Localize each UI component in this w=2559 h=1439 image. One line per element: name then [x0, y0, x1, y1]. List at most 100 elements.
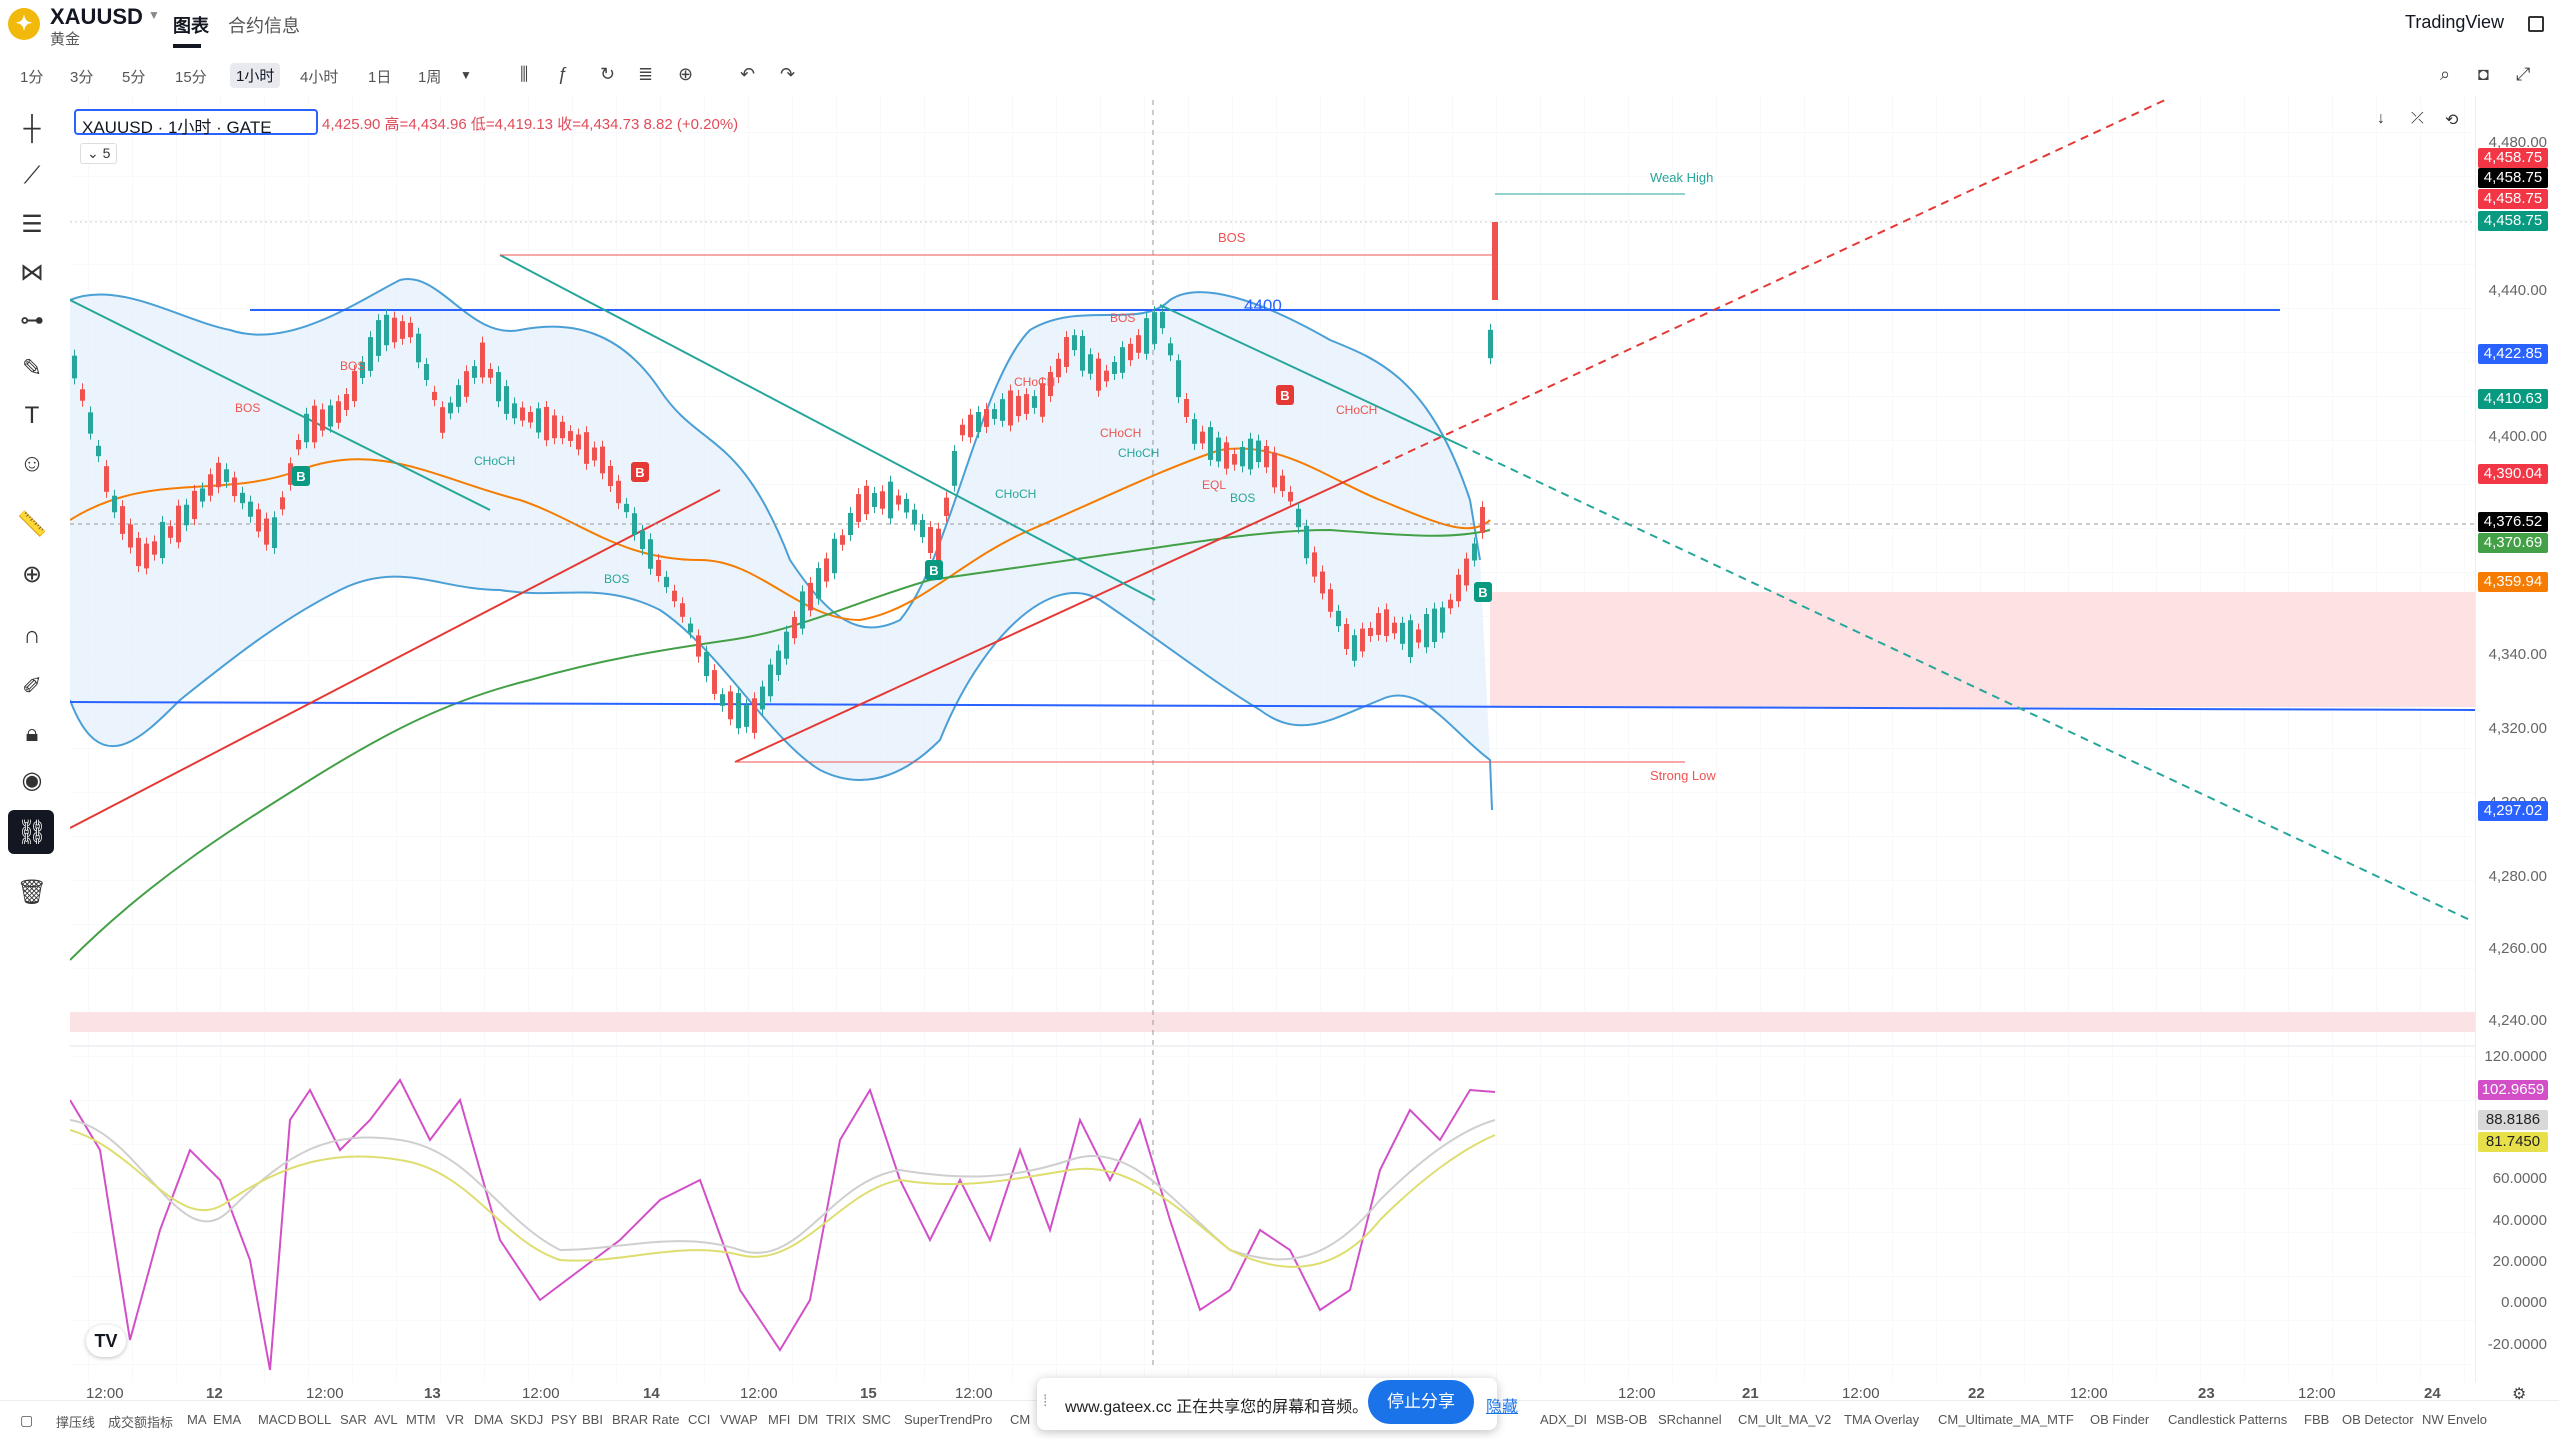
camera-icon[interactable]: ◘ — [2478, 64, 2489, 84]
indicator-item[interactable]: TRIX — [826, 1412, 856, 1427]
indicator-item[interactable]: MTM — [406, 1412, 436, 1427]
pattern-icon[interactable]: ⋈ — [20, 259, 44, 286]
chevron-down-icon[interactable]: ▼ — [148, 8, 160, 22]
indicators-icon[interactable]: ƒ — [558, 64, 569, 84]
price-scale[interactable] — [2475, 96, 2559, 1382]
indicator-item[interactable]: MACD — [258, 1412, 297, 1427]
ruler-icon[interactable]: 📏 — [17, 511, 47, 538]
eye-icon[interactable]: ◉ — [21, 767, 43, 794]
drag-handle-icon[interactable]: ⁞ — [1043, 1393, 1048, 1410]
indicator-item[interactable]: 撑压线 — [56, 1415, 96, 1430]
indicator-item[interactable]: EMA — [213, 1412, 242, 1427]
buy-marker-green[interactable]: B — [292, 466, 310, 486]
calendar-icon[interactable]: ▢ — [20, 1412, 34, 1428]
indicator-item[interactable]: 成交额指标 — [108, 1415, 174, 1430]
stop-share-button[interactable]: 停止分享 — [1368, 1380, 1474, 1424]
buy-marker-red[interactable]: B — [631, 462, 649, 482]
indicator-item[interactable]: MA — [187, 1412, 207, 1427]
forecast-icon[interactable]: ⊶ — [20, 307, 44, 334]
templates-icon[interactable]: ≣ — [638, 64, 654, 84]
indicator-item[interactable]: BBI — [582, 1412, 603, 1427]
green-trendline-2[interactable] — [499, 254, 1156, 601]
buy-marker-green[interactable]: B — [925, 560, 943, 580]
timeframe-5m[interactable]: 5分 — [122, 69, 146, 86]
indicator-item[interactable]: FBB — [2304, 1412, 2330, 1427]
red-trendline-ext[interactable] — [1369, 99, 2166, 471]
chevron-down-icon[interactable]: ▼ — [460, 68, 472, 82]
undo-icon[interactable]: ↶ — [740, 64, 756, 84]
hide-share-link[interactable]: 隐藏 — [1486, 1399, 1519, 1416]
trendline-icon[interactable]: ⟋ — [23, 162, 41, 189]
indicator-item[interactable]: VWAP — [720, 1412, 758, 1427]
tab-contract-info[interactable]: 合约信息 — [228, 16, 300, 36]
timeframe-1h[interactable]: 1小时 — [230, 63, 281, 88]
green-trendline-ext[interactable] — [1459, 444, 2471, 921]
indicator-item[interactable]: CM_Ult_MA_V2 — [1738, 1412, 1832, 1427]
arrow-down-icon[interactable]: ↓ — [2377, 110, 2385, 127]
indicator-item[interactable]: BOLL — [298, 1412, 332, 1427]
zoom-icon[interactable]: ⊕ — [21, 561, 43, 588]
indicator-item[interactable]: ADX_DI — [1540, 1412, 1587, 1427]
candle-type-icon[interactable]: ⫼ — [520, 64, 529, 84]
symbol-title[interactable]: XAUUSD — [50, 4, 143, 29]
indicator-item[interactable]: MSB-OB — [1596, 1412, 1648, 1427]
settings-icon[interactable]: ⚙ — [2512, 1386, 2527, 1403]
timeframe-4h[interactable]: 4小时 — [300, 69, 339, 86]
brush-icon[interactable]: ✎ — [21, 355, 43, 382]
trash-icon[interactable]: 🗑︎ — [16, 879, 48, 906]
link-tool-selected[interactable] — [8, 810, 54, 854]
lock-drawing-icon[interactable]: ✐ — [21, 673, 43, 700]
red-trendline-1[interactable] — [70, 489, 721, 829]
indicator-item[interactable]: SMC — [862, 1412, 891, 1427]
indicator-item[interactable]: OB Finder — [2090, 1412, 2150, 1427]
timeframe-1d[interactable]: 1日 — [368, 69, 392, 86]
indicator-item[interactable]: Rate — [652, 1412, 680, 1427]
expand-icon[interactable]: ⤢ — [2516, 64, 2531, 84]
text-icon[interactable]: T — [24, 402, 40, 429]
timeframe-1m[interactable]: 1分 — [20, 69, 44, 86]
lock-icon[interactable]: 🔒︎ — [25, 720, 39, 747]
indicator-item[interactable]: OB Detector — [2342, 1412, 2414, 1427]
collapse-icon[interactable]: ⤫ — [2411, 110, 2424, 127]
green-trendline-3[interactable] — [1159, 304, 1461, 446]
indicator-item[interactable]: SRchannel — [1658, 1412, 1722, 1427]
indicator-item[interactable]: VR — [446, 1412, 465, 1427]
search-icon[interactable]: ⌕ — [2440, 64, 2451, 84]
indicator-item[interactable]: SAR — [340, 1412, 367, 1427]
indicator-item[interactable]: DMA — [474, 1412, 503, 1427]
magnet-icon[interactable]: ∩ — [23, 622, 41, 649]
indicator-item[interactable]: MFI — [768, 1412, 791, 1427]
indicator-item[interactable]: CCI — [688, 1412, 711, 1427]
indicator-item[interactable]: BRAR — [612, 1412, 649, 1427]
red-trendline-2[interactable] — [734, 469, 1371, 763]
indicator-item[interactable]: PSY — [551, 1412, 578, 1427]
price-chart[interactable]: 4400 Weak High Strong Low BOS BOS BOS BO… — [70, 96, 2475, 1382]
indicator-item[interactable]: SKDJ — [510, 1412, 544, 1427]
indicator-item[interactable]: TMA Overlay — [1844, 1412, 1920, 1427]
green-trendline-1[interactable] — [70, 299, 491, 511]
indicator-item[interactable]: CM_Ultimate_MA_MTF — [1938, 1412, 2074, 1427]
buy-marker-red[interactable]: B — [1276, 385, 1294, 405]
replay-icon[interactable]: ↻ — [600, 64, 616, 84]
timeframe-1w[interactable]: 1周 — [418, 69, 442, 86]
indicator-item[interactable]: SuperTrendPro — [904, 1412, 993, 1427]
link-icon[interactable]: ⛓ — [16, 819, 48, 846]
legend-collapse-button[interactable]: ⌄ 5 — [80, 143, 118, 164]
redo-icon[interactable]: ↷ — [780, 64, 796, 84]
indicator-item[interactable]: Candlestick Patterns — [2168, 1412, 2288, 1427]
reset-icon[interactable]: ⟲ — [2445, 112, 2459, 129]
tab-chart[interactable]: 图表 — [173, 16, 209, 36]
timeframe-15m[interactable]: 15分 — [175, 69, 207, 86]
legend-box[interactable] — [74, 109, 318, 135]
timeframe-3m[interactable]: 3分 — [70, 69, 94, 86]
indicator-item[interactable]: CM — [1010, 1412, 1031, 1427]
support-line[interactable] — [70, 701, 2475, 711]
indicator-item[interactable]: AVL — [374, 1412, 398, 1427]
add-icon[interactable]: ⊕ — [678, 64, 694, 84]
fullscreen-icon[interactable] — [2528, 16, 2544, 32]
fib-icon[interactable]: ☰ — [21, 211, 43, 238]
indicator-item[interactable]: NW Envelo — [2422, 1412, 2488, 1427]
buy-marker-green[interactable]: B — [1474, 582, 1492, 602]
crosshair-icon[interactable]: ┼ — [23, 115, 41, 142]
emoji-icon[interactable]: ☺ — [19, 450, 45, 477]
